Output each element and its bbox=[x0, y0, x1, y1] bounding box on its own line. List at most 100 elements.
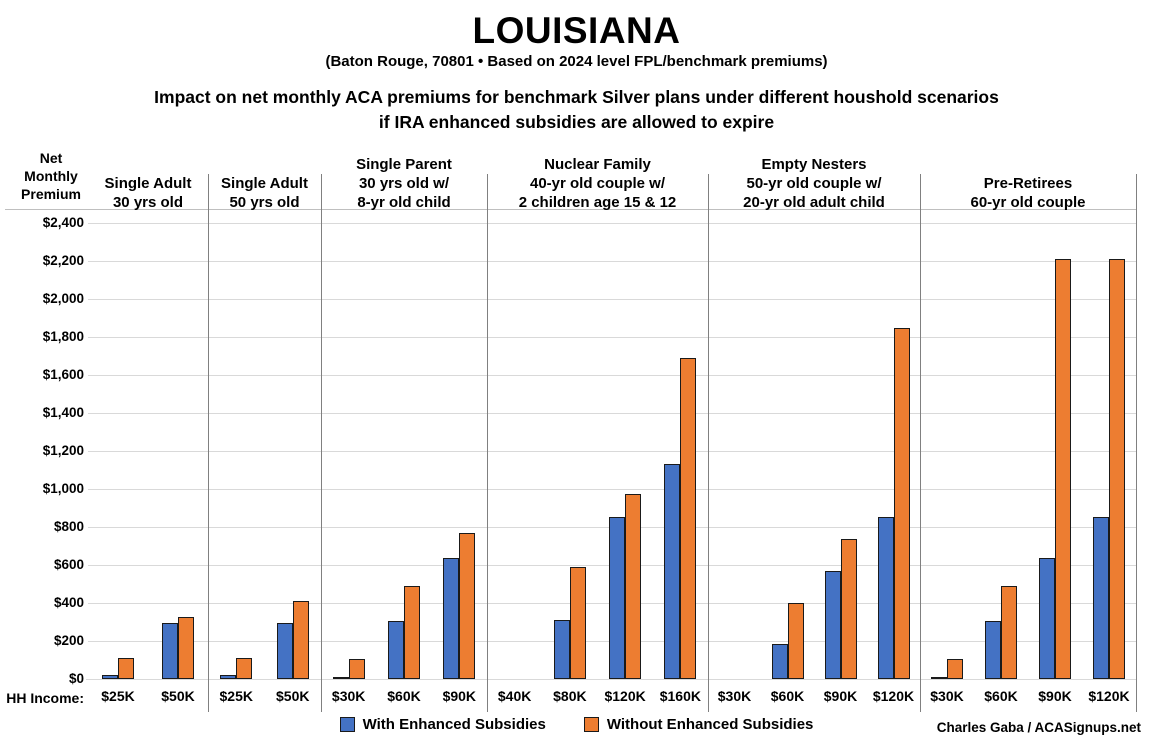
bar-without-subsidies bbox=[236, 658, 252, 679]
income-label: $120K bbox=[1088, 688, 1130, 704]
bar-without-subsidies bbox=[459, 533, 475, 679]
bar-with-subsidies bbox=[664, 464, 680, 679]
y-tick-label: $1,400 bbox=[42, 405, 84, 420]
bar-with-subsidies bbox=[609, 517, 625, 679]
bar-with-subsidies bbox=[825, 571, 841, 679]
hh-income-label: HH Income: bbox=[6, 690, 84, 706]
income-label: $25K bbox=[101, 688, 135, 704]
y-tick-label: $400 bbox=[53, 595, 84, 610]
bar-with-subsidies bbox=[1093, 517, 1109, 679]
y-tick-label: $1,200 bbox=[42, 443, 84, 458]
bar-without-subsidies bbox=[947, 659, 963, 679]
bar-with-subsidies bbox=[333, 677, 349, 679]
income-label: $120K bbox=[604, 688, 646, 704]
legend: With Enhanced Subsidies Without Enhanced… bbox=[0, 716, 1153, 733]
bar-without-subsidies bbox=[404, 586, 420, 679]
bar-without-subsidies bbox=[118, 658, 134, 679]
legend-label-without-enhanced: Without Enhanced Subsidies bbox=[606, 716, 814, 733]
gridline bbox=[88, 451, 1136, 452]
bar-without-subsidies bbox=[1055, 259, 1071, 679]
chart-subtitle: (Baton Rouge, 70801 • Based on 2024 leve… bbox=[325, 53, 828, 70]
bar-with-subsidies bbox=[220, 675, 236, 679]
gridline bbox=[88, 337, 1136, 338]
y-tick-label: $1,800 bbox=[42, 329, 84, 344]
bar-without-subsidies bbox=[349, 659, 365, 679]
group-header: Nuclear Family 40-yr old couple w/ 2 chi… bbox=[518, 156, 677, 211]
gridline bbox=[88, 375, 1136, 376]
income-label: $160K bbox=[659, 688, 701, 704]
income-label: $90K bbox=[823, 688, 858, 704]
income-label: $60K bbox=[984, 688, 1018, 704]
y-tick-label: $600 bbox=[53, 557, 84, 572]
legend-item-without-enhanced: Without Enhanced Subsidies bbox=[583, 716, 814, 733]
income-label: $90K bbox=[442, 688, 477, 704]
group-header: Single Adult 50 yrs old bbox=[221, 175, 308, 211]
chart-description-line2: if IRA enhanced subsidies are allowed to… bbox=[378, 112, 775, 132]
income-label: $120K bbox=[872, 688, 915, 704]
income-label: $60K bbox=[387, 688, 421, 704]
y-tick-label: $200 bbox=[53, 633, 84, 648]
group-header: Single Parent 30 yrs old w/ 8-yr old chi… bbox=[356, 156, 452, 211]
bar-with-subsidies bbox=[554, 620, 570, 679]
bar-with-subsidies bbox=[102, 675, 118, 679]
bar-without-subsidies bbox=[293, 601, 309, 679]
gridline bbox=[88, 223, 1136, 224]
legend-swatch-with-enhanced bbox=[339, 717, 355, 732]
gridline bbox=[88, 261, 1136, 262]
income-label: $50K bbox=[161, 688, 195, 704]
gridline bbox=[88, 299, 1136, 300]
group-header: Single Adult 30 yrs old bbox=[104, 175, 192, 211]
y-tick-label: $2,200 bbox=[42, 253, 84, 268]
legend-item-with-enhanced: With Enhanced Subsidies bbox=[339, 716, 546, 733]
group-divider bbox=[487, 174, 488, 712]
plot-top-border bbox=[5, 209, 1136, 210]
y-tick-label: $0 bbox=[68, 671, 84, 686]
bar-without-subsidies bbox=[178, 617, 194, 679]
credit-text: Charles Gaba / ACASignups.net bbox=[936, 720, 1141, 735]
bar-without-subsidies bbox=[841, 539, 857, 679]
group-header: Empty Nesters 50-yr old couple w/ 20-yr … bbox=[743, 156, 885, 211]
chart-title: LOUISIANA bbox=[472, 10, 681, 51]
bar-without-subsidies bbox=[788, 603, 804, 679]
income-label: $40K bbox=[497, 688, 532, 704]
income-label: $30K bbox=[717, 688, 752, 704]
bar-with-subsidies bbox=[277, 623, 293, 679]
chart-description-line1: Impact on net monthly ACA premiums for b… bbox=[154, 87, 999, 107]
y-tick-label: $1,000 bbox=[42, 481, 84, 496]
bar-with-subsidies bbox=[388, 621, 404, 679]
income-label: $60K bbox=[770, 688, 805, 704]
legend-swatch-without-enhanced bbox=[583, 717, 599, 732]
bar-without-subsidies bbox=[570, 567, 586, 679]
x-axis-baseline bbox=[86, 679, 1136, 680]
gridline bbox=[88, 413, 1136, 414]
bar-without-subsidies bbox=[1109, 259, 1125, 679]
y-tick-label: $1,600 bbox=[42, 367, 84, 382]
bar-with-subsidies bbox=[985, 621, 1001, 679]
bar-with-subsidies bbox=[878, 517, 894, 679]
income-label: $25K bbox=[219, 688, 253, 704]
y-tick-label: $800 bbox=[53, 519, 84, 534]
y-tick-label: $2,000 bbox=[42, 291, 84, 306]
group-header: Pre-Retirees 60-yr old couple bbox=[970, 175, 1086, 211]
income-label: $30K bbox=[331, 688, 366, 704]
group-divider bbox=[1136, 174, 1137, 712]
group-divider bbox=[920, 174, 921, 712]
bar-without-subsidies bbox=[1001, 586, 1017, 679]
group-divider bbox=[321, 174, 322, 712]
income-label: $30K bbox=[930, 688, 964, 704]
legend-label-with-enhanced: With Enhanced Subsidies bbox=[362, 716, 546, 733]
income-label: $90K bbox=[1038, 688, 1072, 704]
income-label: $80K bbox=[553, 688, 587, 704]
bar-with-subsidies bbox=[443, 558, 459, 679]
bar-with-subsidies bbox=[931, 677, 947, 679]
bar-with-subsidies bbox=[1039, 558, 1055, 679]
bar-with-subsidies bbox=[772, 644, 788, 679]
bar-without-subsidies bbox=[680, 358, 696, 679]
bar-with-subsidies bbox=[162, 623, 178, 679]
gridline bbox=[88, 489, 1136, 490]
income-label: $50K bbox=[276, 688, 310, 704]
group-divider bbox=[708, 174, 709, 712]
bar-without-subsidies bbox=[625, 494, 641, 679]
y-tick-label: $2,400 bbox=[42, 215, 84, 230]
group-divider bbox=[208, 174, 209, 712]
